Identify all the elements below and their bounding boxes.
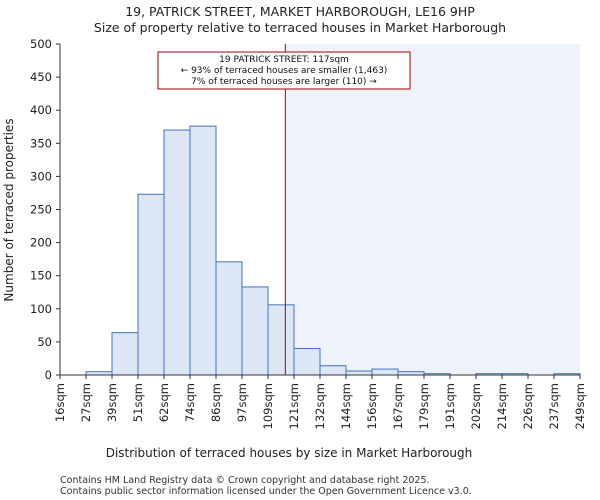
larger-properties-region	[285, 44, 580, 375]
annotation-larger: 7% of terraced houses are larger (110) →	[191, 77, 377, 87]
chart-title: 19, PATRICK STREET, MARKET HARBOROUGH, L…	[125, 4, 475, 19]
x-axis-label: Distribution of terraced houses by size …	[106, 446, 473, 460]
x-tick-label: 237sqm	[547, 383, 561, 429]
y-tick-label: 300	[30, 169, 52, 183]
bar-156sqm	[371, 368, 399, 376]
bar-51sqm	[137, 193, 165, 376]
x-tick-label: 97sqm	[235, 383, 249, 422]
y-tick-label: 250	[30, 203, 52, 217]
x-tick-label: 27sqm	[79, 383, 93, 422]
y-tick-label: 100	[30, 302, 52, 316]
x-tick-label: 74sqm	[183, 383, 197, 422]
bar-86sqm	[215, 261, 243, 376]
x-tick-label: 62sqm	[157, 383, 171, 422]
bar-109sqm	[267, 304, 295, 376]
y-ticks: 0 50 100 150 200 250 300 350 400 450 500	[30, 37, 60, 382]
x-tick-label: 51sqm	[131, 383, 145, 422]
x-ticks: 16sqm 27sqm 39sqm 51sqm 62sqm 74sqm 86sqm 97sqm…	[53, 375, 587, 429]
x-tick-label: 16sqm	[53, 383, 67, 422]
y-axis-label: Number of terraced properties	[2, 118, 16, 301]
x-tick-label: 202sqm	[469, 383, 483, 429]
y-tick-label: 50	[37, 335, 52, 349]
x-tick-label: 191sqm	[443, 383, 457, 429]
x-tick-label: 214sqm	[495, 383, 509, 429]
y-tick-label: 400	[30, 103, 52, 117]
bar-62sqm	[163, 129, 191, 376]
y-tick-label: 500	[30, 37, 52, 51]
y-tick-label: 0	[45, 368, 52, 382]
bar-74sqm	[189, 125, 217, 376]
y-tick-label: 200	[30, 236, 52, 250]
x-tick-label: 179sqm	[417, 383, 431, 429]
x-tick-label: 86sqm	[209, 383, 223, 422]
x-tick-label: 109sqm	[261, 383, 275, 429]
y-tick-label: 450	[30, 70, 52, 84]
chart-subtitle: Size of property relative to terraced ho…	[94, 20, 506, 35]
bar-39sqm	[111, 332, 139, 376]
x-tick-label: 132sqm	[313, 383, 327, 429]
bar-144sqm	[345, 370, 373, 376]
annotation-smaller: ← 93% of terraced houses are smaller (1,…	[181, 66, 388, 76]
footer-line-1: Contains HM Land Registry data © Crown c…	[60, 475, 430, 486]
footer-line-2: Contains public sector information licen…	[60, 486, 472, 497]
x-tick-label: 144sqm	[339, 383, 353, 429]
x-tick-label: 39sqm	[105, 383, 119, 422]
x-tick-label: 226sqm	[521, 383, 535, 429]
y-tick-label: 350	[30, 136, 52, 150]
x-tick-label: 249sqm	[573, 383, 587, 429]
bar-97sqm	[241, 286, 269, 376]
annotation-border	[157, 51, 411, 90]
bar-121sqm	[293, 348, 321, 376]
annotation-title: 19 PATRICK STREET: 117sqm	[219, 55, 349, 65]
annotation-box: 19 PATRICK STREET: 117sqm ← 93% of terra…	[157, 51, 411, 90]
y-tick-label: 150	[30, 269, 52, 283]
x-tick-label: 156sqm	[365, 383, 379, 429]
x-tick-label: 121sqm	[287, 383, 301, 429]
x-tick-label: 167sqm	[391, 383, 405, 429]
histogram-bars	[85, 125, 581, 376]
bar-132sqm	[319, 365, 347, 376]
